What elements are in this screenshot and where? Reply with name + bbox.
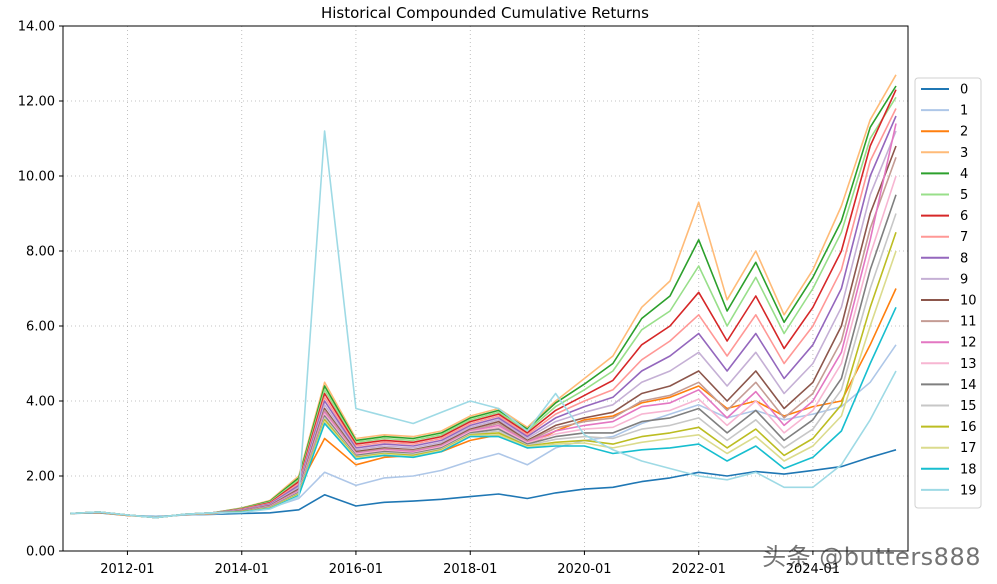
x-tick-label: 2016-01 xyxy=(329,562,383,577)
legend-label-13: 13 xyxy=(960,357,977,372)
series-lines xyxy=(70,74,897,519)
legend-label-7: 7 xyxy=(960,230,968,245)
y-tick-label: 14.00 xyxy=(18,20,55,35)
y-tick-label: 6.00 xyxy=(26,320,55,335)
legend-label-6: 6 xyxy=(960,209,968,224)
y-tick-label: 10.00 xyxy=(18,170,55,185)
legend-label-18: 18 xyxy=(960,462,977,477)
x-axis-ticks: 2012-01 2014-01 2016-01 2018-01 2020-01 2022-… xyxy=(100,551,840,577)
legend-label-15: 15 xyxy=(960,399,977,414)
y-axis-ticks: 0.00 2.00 4.00 6.00 8.00 10.00 12.00 14.00 xyxy=(18,20,63,560)
legend-label-19: 19 xyxy=(960,483,977,498)
series-line-4 xyxy=(70,85,897,519)
y-tick-label: 2.00 xyxy=(26,470,55,485)
series-line-6 xyxy=(70,89,897,519)
series-line-5 xyxy=(70,96,897,519)
legend-label-9: 9 xyxy=(960,272,968,287)
y-tick-label: 4.00 xyxy=(26,395,55,410)
series-line-14 xyxy=(70,194,897,519)
grid-lines xyxy=(63,26,908,551)
legend-label-2: 2 xyxy=(960,125,968,140)
chart-title: Historical Compounded Cumulative Returns xyxy=(321,4,649,22)
legend-label-8: 8 xyxy=(960,251,968,266)
legend-label-11: 11 xyxy=(960,315,977,330)
legend-label-0: 0 xyxy=(960,83,968,98)
series-line-10 xyxy=(70,145,897,519)
series-line-11 xyxy=(70,157,897,519)
legend-label-16: 16 xyxy=(960,420,977,435)
y-tick-label: 0.00 xyxy=(26,545,55,560)
series-line-17 xyxy=(70,250,897,519)
legend-label-10: 10 xyxy=(960,294,977,309)
legend-label-4: 4 xyxy=(960,167,968,182)
x-tick-label: 2022-01 xyxy=(672,562,726,577)
series-line-13 xyxy=(70,175,897,519)
series-line-15 xyxy=(70,213,897,519)
legend-label-1: 1 xyxy=(960,104,968,119)
series-line-19 xyxy=(70,130,897,519)
x-tick-label: 2014-01 xyxy=(215,562,269,577)
y-tick-label: 8.00 xyxy=(26,245,55,260)
x-tick-label: 2012-01 xyxy=(100,562,154,577)
legend-label-12: 12 xyxy=(960,336,977,351)
legend-label-5: 5 xyxy=(960,188,968,203)
x-tick-label: 2024-01 xyxy=(786,562,840,577)
series-line-7 xyxy=(70,108,897,519)
x-tick-label: 2020-01 xyxy=(557,562,611,577)
legend-label-3: 3 xyxy=(960,146,968,161)
y-tick-label: 12.00 xyxy=(18,95,55,110)
plot-frame xyxy=(62,25,909,552)
legend-label-14: 14 xyxy=(960,378,977,393)
legend-box xyxy=(914,77,982,509)
x-tick-label: 2018-01 xyxy=(443,562,497,577)
legend-label-17: 17 xyxy=(960,441,977,456)
